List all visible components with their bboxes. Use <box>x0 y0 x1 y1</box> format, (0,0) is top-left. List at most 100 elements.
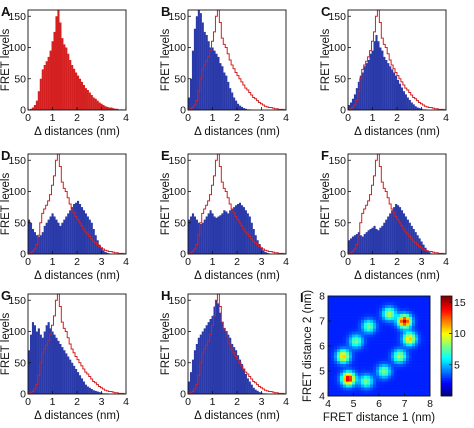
heatmap-cell <box>412 298 416 303</box>
heatmap-cell <box>412 307 416 311</box>
heatmap-cell <box>340 354 344 359</box>
heatmap-cell <box>370 387 374 391</box>
heatmap-cell <box>406 319 410 323</box>
heatmap-cell <box>421 366 425 370</box>
heatmap-cell <box>334 296 338 300</box>
heatmap-cell <box>412 378 416 382</box>
heatmap-cell <box>415 307 419 311</box>
colorbar-segment <box>441 357 452 360</box>
heatmap-cell <box>376 369 380 373</box>
heatmap-cell <box>343 378 347 382</box>
y-axis-label: FRET distance 2 (nm) <box>302 290 314 402</box>
heatmap-cell <box>382 334 386 338</box>
heatmap-cell <box>334 387 338 391</box>
heatmap-cell <box>334 366 338 370</box>
heatmap-cell <box>328 390 332 394</box>
x-tick-label: 0 <box>25 112 31 124</box>
histogram-bar <box>240 106 244 111</box>
heatmap-cell <box>343 372 347 376</box>
heatmap-cell <box>421 301 425 306</box>
heatmap-cell <box>382 354 386 359</box>
heatmap-cell <box>424 340 428 344</box>
heatmap-cell <box>424 322 428 326</box>
histogram-bar <box>379 227 382 254</box>
heatmap-cell <box>346 301 350 306</box>
heatmap-cell <box>379 346 383 350</box>
heatmap-cell <box>400 310 404 314</box>
heatmap-cell <box>415 296 419 300</box>
heatmap-cell <box>406 375 410 379</box>
heatmap-cell <box>337 387 341 391</box>
heatmap-cell <box>331 307 335 311</box>
heatmap-cell <box>340 390 344 394</box>
histogram-bar <box>367 60 370 110</box>
heatmap-cell <box>379 381 383 385</box>
heatmap-cell <box>400 369 404 373</box>
heatmap-cell <box>415 372 419 376</box>
heatmap-cell <box>331 372 335 376</box>
histogram-bar <box>369 229 372 254</box>
heatmap-cell <box>376 351 380 356</box>
heatmap-cell <box>364 384 368 388</box>
heatmap-cell <box>331 360 335 364</box>
histogram-bar <box>211 213 214 255</box>
colorbar-segment <box>441 331 452 333</box>
heatmap-cell <box>382 357 386 361</box>
heatmap-cell <box>388 351 392 356</box>
heatmap-cell <box>373 348 377 353</box>
heatmap-cell <box>337 348 341 353</box>
heatmap-cell <box>424 381 428 385</box>
y-tick-label: 150 <box>8 295 26 307</box>
heatmap-cell <box>337 328 341 332</box>
histogram-bar <box>205 35 208 110</box>
histogram-bar <box>381 50 384 111</box>
heatmap-cell <box>367 296 371 300</box>
heatmap-cell <box>397 375 401 379</box>
heatmap-cell <box>343 296 347 300</box>
histogram-bar <box>217 56 220 111</box>
heatmap-cell <box>355 346 359 350</box>
heatmap-cell <box>331 296 335 300</box>
heatmap-cell <box>397 346 401 350</box>
histogram-bar <box>252 387 255 394</box>
colorbar-segment <box>441 374 452 377</box>
heatmap-cell <box>388 337 392 341</box>
heatmap-cell <box>340 346 344 350</box>
heatmap-cell <box>358 381 362 385</box>
heatmap-cell <box>412 304 416 309</box>
heatmap-cell <box>358 375 362 379</box>
colorbar-segment <box>441 356 452 358</box>
heatmap-cell <box>409 363 413 367</box>
histogram-bar <box>55 16 58 110</box>
heatmap-cell <box>418 310 422 314</box>
heatmap-cell <box>394 301 398 306</box>
heatmap-cell <box>427 319 431 323</box>
heatmap-cell <box>331 325 335 329</box>
histogram-bar <box>35 331 38 394</box>
heatmap-cell <box>331 331 335 335</box>
heatmap-cell <box>370 375 374 379</box>
heatmap-cell <box>334 354 338 359</box>
heatmap-cell <box>427 322 431 326</box>
y-tick-label: 150 <box>8 155 26 167</box>
heatmap-cell <box>370 328 374 332</box>
x-tick-label: 1 <box>210 256 216 268</box>
heatmap-cell <box>343 366 347 370</box>
heatmap-cell <box>331 393 335 397</box>
heatmap-cell <box>361 331 365 335</box>
heatmap-cell <box>331 351 335 356</box>
heatmap-cell <box>400 348 404 353</box>
heatmap-cell <box>331 310 335 314</box>
heatmap-cell <box>334 316 338 320</box>
heatmap-cell <box>415 322 419 326</box>
histogram-bar <box>67 213 70 255</box>
heatmap-cell <box>355 378 359 382</box>
heatmap-cell <box>337 357 341 361</box>
colorbar-tick-label: 5 <box>454 359 460 371</box>
heatmap-cell <box>397 307 401 311</box>
histogram-bar <box>375 229 378 254</box>
heatmap-cell <box>388 301 392 306</box>
heatmap-cell <box>340 337 344 341</box>
heatmap-cell <box>418 372 422 376</box>
histogram-bar <box>244 108 247 110</box>
